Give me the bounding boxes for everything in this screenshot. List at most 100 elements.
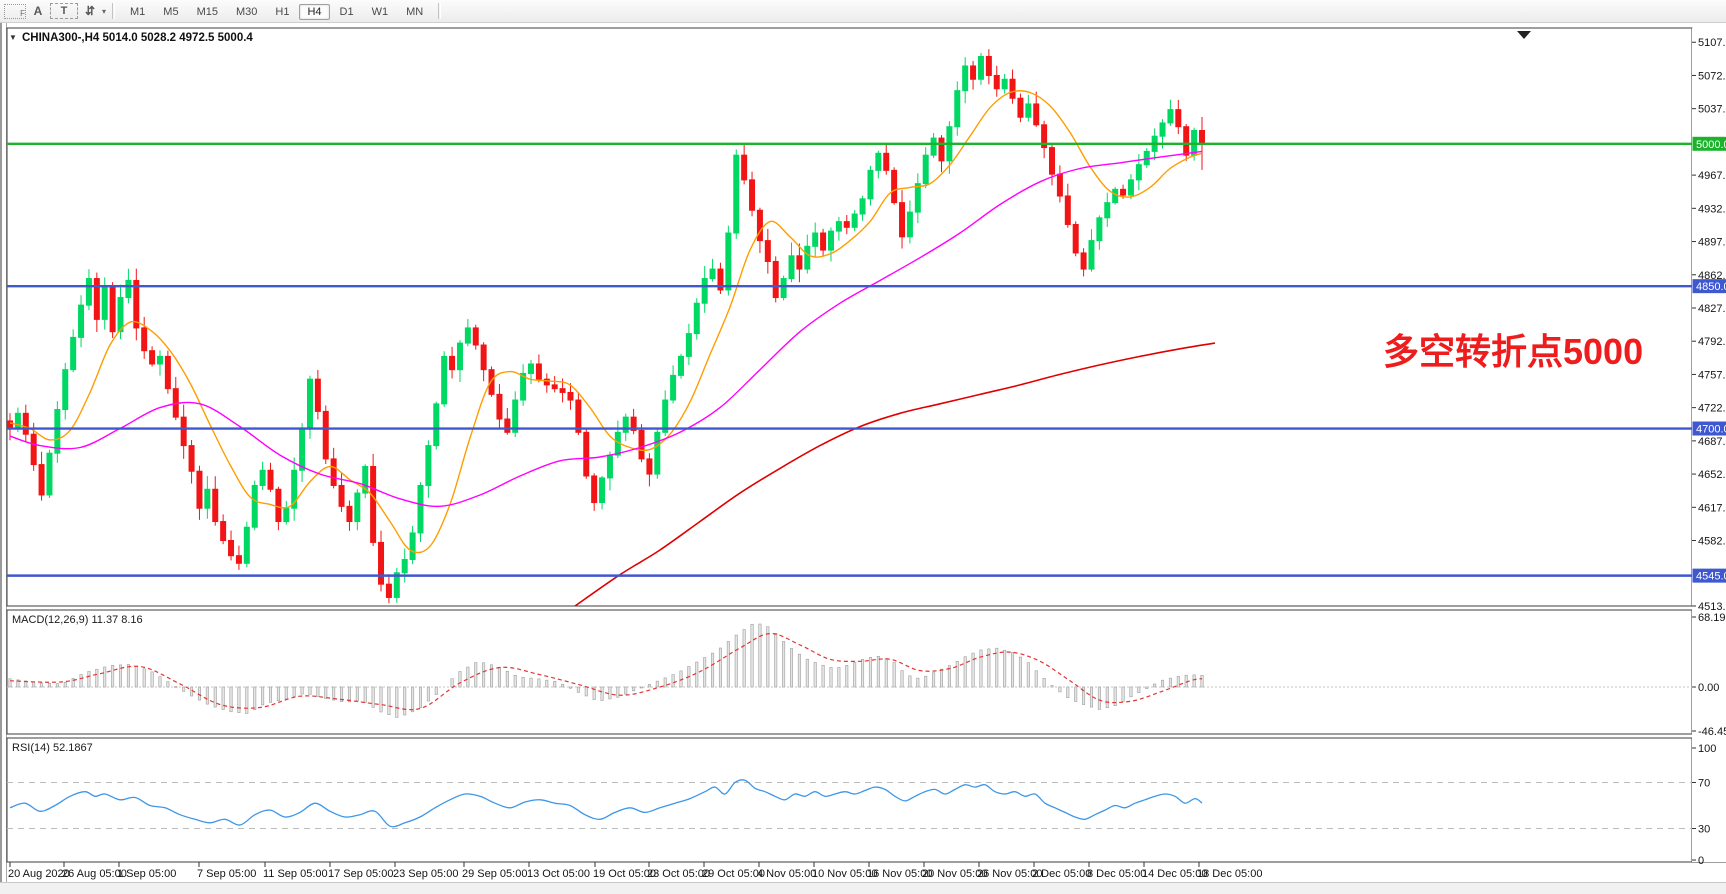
candle-down bbox=[188, 445, 195, 472]
macd-histogram-bar bbox=[576, 686, 580, 693]
candle-up bbox=[1104, 202, 1111, 219]
timeframe-button-m30[interactable]: M30 bbox=[235, 6, 258, 18]
arrows-tool-icon[interactable]: ⇵ bbox=[84, 4, 96, 18]
chart-collapse-arrow-icon[interactable]: ▼ bbox=[9, 33, 17, 42]
price-tick-label: 4897.0 bbox=[1698, 237, 1726, 249]
candle-up bbox=[835, 221, 842, 232]
candle-down bbox=[149, 350, 156, 365]
macd-histogram-bar bbox=[63, 682, 67, 688]
macd-histogram-bar bbox=[403, 686, 407, 716]
macd-histogram-bar bbox=[79, 674, 83, 688]
timeframe-button-w1[interactable]: W1 bbox=[371, 6, 389, 18]
time-axis[interactable] bbox=[7, 863, 1726, 881]
timeframe-button-d1[interactable]: D1 bbox=[339, 6, 354, 18]
macd-histogram-bar bbox=[774, 633, 778, 688]
candle-down bbox=[385, 583, 392, 598]
macd-histogram-bar bbox=[892, 662, 896, 688]
timeframe-button-mn[interactable]: MN bbox=[406, 6, 424, 18]
macd-panel[interactable] bbox=[6, 609, 1693, 735]
text-label-tool-icon[interactable]: A bbox=[33, 4, 43, 18]
macd-histogram-bar bbox=[521, 676, 525, 688]
candle-up bbox=[733, 154, 740, 234]
rsi-panel[interactable] bbox=[6, 737, 1693, 863]
macd-histogram-bar bbox=[245, 686, 249, 714]
timeframe-button-h4[interactable]: H4 bbox=[299, 4, 330, 20]
price-tick-label: 5107.0 bbox=[1698, 37, 1726, 49]
candle-down bbox=[1056, 173, 1063, 197]
timeframe-button-m1[interactable]: M1 bbox=[130, 6, 146, 18]
macd-histogram-bar bbox=[821, 664, 825, 688]
macd-histogram-bar bbox=[932, 672, 936, 688]
price-badge-label: 4545.0 bbox=[1696, 571, 1726, 583]
price-tick-label: 5072.0 bbox=[1698, 70, 1726, 82]
candle-down bbox=[985, 55, 992, 76]
macd-histogram-bar bbox=[979, 649, 983, 688]
candle-down bbox=[1072, 223, 1079, 254]
macd-histogram-bar bbox=[647, 684, 651, 688]
price-axis-column[interactable] bbox=[1692, 28, 1726, 862]
timeframe-button-m5[interactable]: M5 bbox=[163, 6, 179, 18]
candle-up bbox=[117, 297, 124, 333]
text-box-tool-icon[interactable]: T bbox=[50, 3, 78, 19]
candle-down bbox=[180, 416, 187, 447]
candle-down bbox=[1017, 97, 1024, 118]
price-badge bbox=[1692, 568, 1726, 583]
macd-histogram-bar bbox=[640, 686, 644, 689]
macd-histogram-bar bbox=[434, 686, 438, 695]
chart-shift-marker-icon[interactable] bbox=[1517, 31, 1531, 39]
timeframe-button-h1[interactable]: H1 bbox=[275, 6, 290, 18]
candle-up bbox=[725, 232, 732, 291]
candle-down bbox=[164, 355, 171, 390]
time-tick-label: 29 Sep 05:00 bbox=[462, 868, 527, 880]
main-chart-panel[interactable] bbox=[6, 27, 1693, 607]
time-tick-label: 20 Aug 2020 bbox=[8, 868, 70, 880]
macd-histogram-bar bbox=[963, 656, 967, 688]
time-tick-label: 26 Aug 05:00 bbox=[62, 868, 127, 880]
timeframe-button-m15[interactable]: M15 bbox=[196, 6, 218, 18]
macd-histogram-bar bbox=[900, 670, 904, 688]
macd-histogram-bar bbox=[1050, 685, 1054, 688]
chart-grid-tool-icon[interactable]: F bbox=[4, 3, 26, 19]
candle-down bbox=[970, 65, 977, 80]
macd-label: MACD(12,26,9) 11.37 8.16 bbox=[12, 614, 143, 626]
ma-red-line bbox=[574, 342, 1216, 606]
macd-histogram-bar bbox=[592, 686, 596, 700]
time-tick-label: 4 Nov 05:00 bbox=[757, 868, 816, 880]
time-tick-label: 2 Dec 05:00 bbox=[1032, 868, 1091, 880]
macd-histogram-bar bbox=[284, 686, 288, 700]
macd-histogram-bar bbox=[632, 686, 636, 692]
annotation-text[interactable]: 多空转折点5000 bbox=[1383, 331, 1643, 372]
candle-down bbox=[267, 469, 274, 490]
macd-histogram-bar bbox=[411, 686, 415, 713]
macd-histogram-bar bbox=[663, 677, 667, 688]
macd-histogram-bar bbox=[1018, 656, 1022, 688]
candle-up bbox=[709, 268, 716, 280]
macd-histogram-bar bbox=[379, 686, 383, 713]
macd-histogram-bar bbox=[332, 686, 336, 701]
candle-down bbox=[22, 412, 29, 435]
time-tick-label: 13 Oct 05:00 bbox=[527, 868, 590, 880]
macd-histogram-bar bbox=[229, 686, 233, 713]
candle-down bbox=[717, 268, 724, 291]
macd-tick-label: -46.45 bbox=[1698, 726, 1726, 738]
candle-down bbox=[899, 202, 906, 238]
macd-histogram-bar bbox=[845, 664, 849, 688]
macd-histogram-bar bbox=[1129, 686, 1133, 698]
macd-histogram-bar bbox=[797, 653, 801, 688]
macd-histogram-bar bbox=[221, 686, 225, 710]
candle-up bbox=[85, 278, 92, 306]
candle-up bbox=[859, 198, 866, 215]
rsi-layer bbox=[7, 779, 1692, 829]
candle-down bbox=[93, 278, 100, 320]
macd-histogram-bar bbox=[529, 677, 533, 688]
price-badge-label: 4700.0 bbox=[1696, 424, 1726, 436]
macd-histogram-bar bbox=[261, 686, 265, 706]
candle-down bbox=[1041, 124, 1048, 149]
candle-down bbox=[630, 416, 637, 431]
time-tick-label: 10 Nov 05:00 bbox=[812, 868, 877, 880]
candle-up bbox=[654, 431, 661, 475]
arrows-dropdown-caret-icon[interactable]: ▾ bbox=[102, 6, 107, 16]
price-badge bbox=[1692, 279, 1726, 294]
candle-down bbox=[488, 369, 495, 395]
